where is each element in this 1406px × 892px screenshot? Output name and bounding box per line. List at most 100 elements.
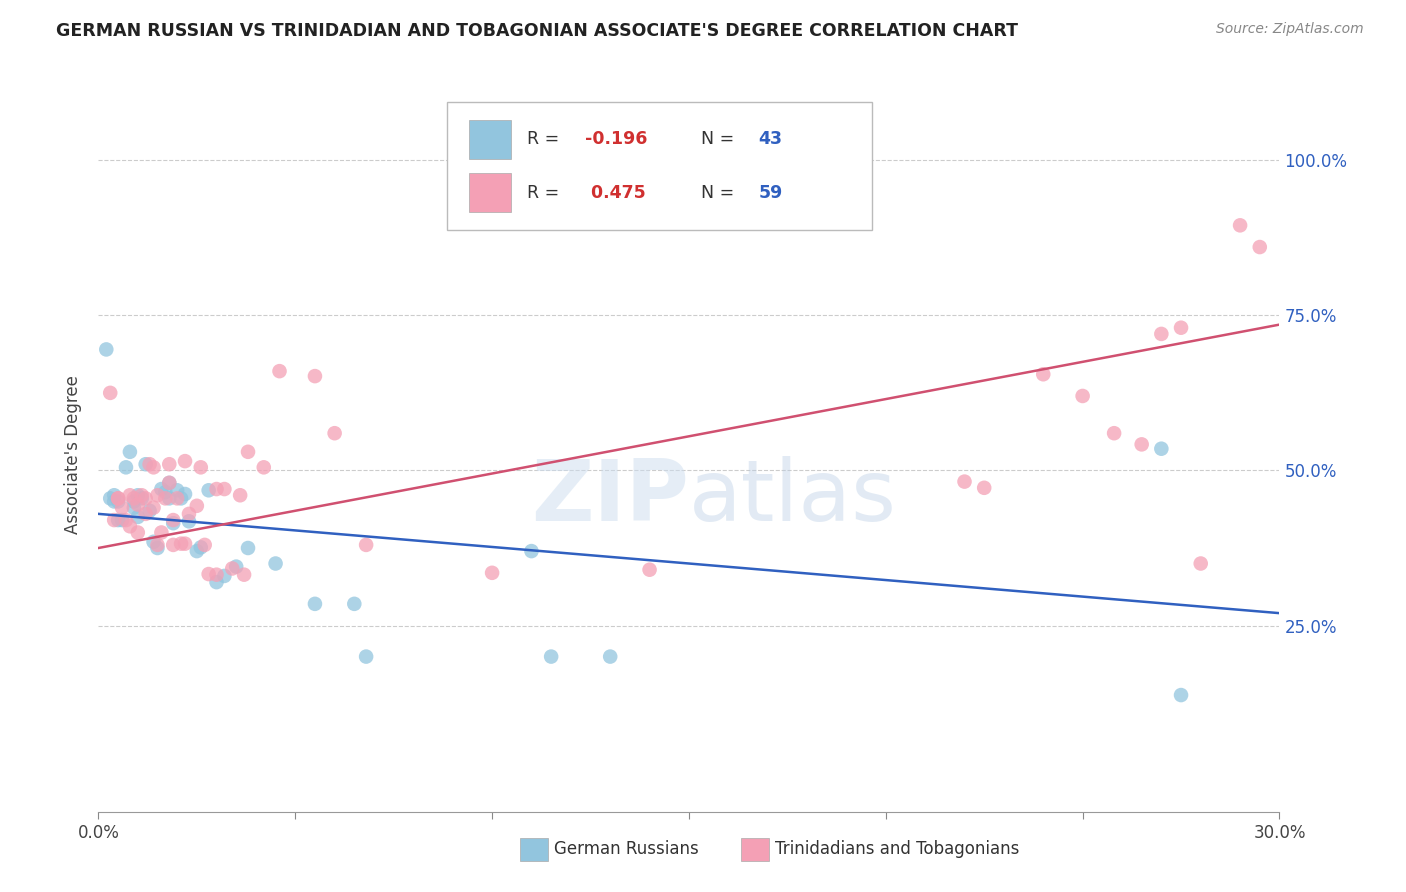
Point bbox=[170, 536, 193, 550]
Point bbox=[214, 569, 236, 583]
Point bbox=[127, 525, 149, 540]
Point bbox=[103, 494, 125, 508]
FancyBboxPatch shape bbox=[447, 102, 872, 230]
Point bbox=[142, 534, 165, 549]
Point bbox=[343, 597, 366, 611]
Point bbox=[122, 491, 145, 506]
Point bbox=[96, 343, 118, 357]
Point bbox=[118, 519, 141, 533]
Point bbox=[162, 538, 184, 552]
Point bbox=[520, 544, 543, 558]
Point bbox=[142, 500, 165, 515]
Point bbox=[236, 541, 259, 555]
Point bbox=[354, 538, 377, 552]
Point bbox=[197, 483, 219, 498]
Point bbox=[221, 561, 243, 575]
Point bbox=[205, 482, 228, 496]
Point bbox=[1150, 442, 1173, 456]
Point bbox=[122, 500, 145, 515]
Text: GERMAN RUSSIAN VS TRINIDADIAN AND TOBAGONIAN ASSOCIATE'S DEGREE CORRELATION CHAR: GERMAN RUSSIAN VS TRINIDADIAN AND TOBAGO… bbox=[56, 22, 1018, 40]
Point bbox=[118, 488, 141, 502]
Point bbox=[150, 525, 173, 540]
Point bbox=[107, 494, 129, 508]
Point bbox=[155, 491, 177, 506]
Point bbox=[304, 369, 326, 384]
Text: 0.475: 0.475 bbox=[585, 184, 645, 202]
Point bbox=[135, 507, 157, 521]
Point bbox=[131, 488, 153, 502]
Point bbox=[264, 557, 287, 571]
FancyBboxPatch shape bbox=[470, 120, 510, 159]
Text: atlas: atlas bbox=[689, 456, 897, 540]
Point bbox=[214, 482, 236, 496]
Point bbox=[638, 563, 661, 577]
Point bbox=[354, 649, 377, 664]
Point bbox=[155, 485, 177, 500]
Point bbox=[1229, 219, 1251, 233]
Point bbox=[481, 566, 503, 580]
Text: ZIP: ZIP bbox=[531, 456, 689, 540]
Point bbox=[253, 460, 276, 475]
Point bbox=[118, 445, 141, 459]
Point bbox=[122, 494, 145, 508]
Point bbox=[953, 475, 976, 489]
Point bbox=[236, 445, 259, 459]
Point bbox=[157, 491, 180, 506]
Point bbox=[103, 513, 125, 527]
Point bbox=[229, 488, 252, 502]
Text: 43: 43 bbox=[759, 130, 783, 148]
Point bbox=[1249, 240, 1271, 254]
Point bbox=[323, 426, 346, 441]
Point bbox=[103, 488, 125, 502]
Point bbox=[269, 364, 291, 378]
Point bbox=[186, 499, 208, 513]
FancyBboxPatch shape bbox=[470, 173, 510, 212]
Point bbox=[205, 567, 228, 582]
Point bbox=[150, 482, 173, 496]
Point bbox=[107, 513, 129, 527]
Point bbox=[174, 536, 197, 550]
Point bbox=[190, 541, 212, 555]
Point bbox=[142, 460, 165, 475]
Point bbox=[107, 491, 129, 506]
Point bbox=[186, 544, 208, 558]
Point bbox=[1189, 557, 1212, 571]
Point bbox=[135, 491, 157, 506]
Text: N =: N = bbox=[700, 130, 740, 148]
Point bbox=[131, 491, 153, 506]
Point bbox=[174, 487, 197, 501]
Point bbox=[304, 597, 326, 611]
Point bbox=[162, 516, 184, 531]
Y-axis label: Associate's Degree: Associate's Degree bbox=[65, 376, 83, 534]
Point bbox=[157, 475, 180, 490]
Point bbox=[194, 538, 217, 552]
Point bbox=[1071, 389, 1094, 403]
Point bbox=[135, 457, 157, 471]
Text: Trinidadians and Tobagonians: Trinidadians and Tobagonians bbox=[775, 840, 1019, 858]
Point bbox=[1150, 326, 1173, 341]
Point bbox=[127, 510, 149, 524]
Point bbox=[111, 513, 134, 527]
Point bbox=[1102, 426, 1125, 441]
Point bbox=[205, 575, 228, 590]
Point bbox=[146, 538, 169, 552]
Text: R =: R = bbox=[527, 184, 565, 202]
Point bbox=[166, 483, 188, 498]
Point bbox=[138, 504, 160, 518]
Text: N =: N = bbox=[700, 184, 740, 202]
Point bbox=[225, 559, 247, 574]
Point bbox=[1170, 320, 1192, 334]
Point bbox=[107, 491, 129, 506]
Point bbox=[1130, 437, 1153, 451]
Text: -0.196: -0.196 bbox=[585, 130, 647, 148]
Point bbox=[98, 491, 121, 506]
Point bbox=[98, 385, 121, 400]
Point bbox=[197, 567, 219, 582]
Text: R =: R = bbox=[527, 130, 565, 148]
Text: Source: ZipAtlas.com: Source: ZipAtlas.com bbox=[1216, 22, 1364, 37]
Point bbox=[115, 460, 138, 475]
Point bbox=[162, 513, 184, 527]
Point bbox=[233, 567, 256, 582]
Point bbox=[190, 460, 212, 475]
Point bbox=[111, 500, 134, 515]
